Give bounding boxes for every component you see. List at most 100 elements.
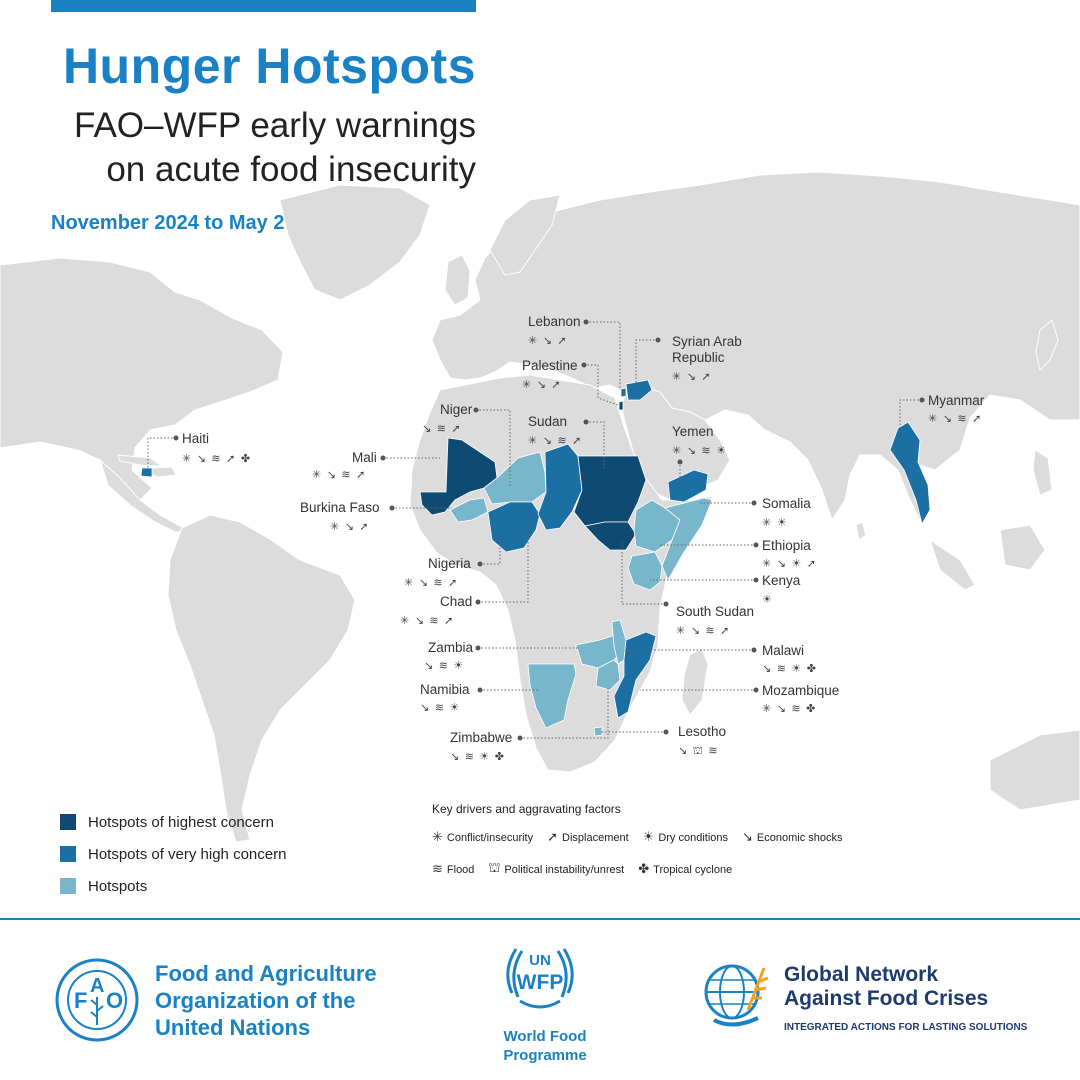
label-mozambique: Mozambique — [762, 683, 839, 698]
drivers-south-sudan: ✳ ↘ ≋ ➚ — [676, 624, 730, 637]
global-network-name: Global Network Against Food Crises — [784, 963, 988, 1011]
wfp-logo: UN WFP — [506, 948, 574, 1009]
wfp-logo-un: UN — [529, 952, 551, 969]
drivers-legend-grid: ✳ Conflict/insecurity ➚ Displacement ☀ Dry … — [432, 830, 892, 878]
country-south-sudan[interactable] — [584, 521, 637, 551]
label-lebanon: Lebanon — [528, 314, 581, 329]
footer-divider — [0, 918, 1080, 920]
fao-name-line-1: Food and Agriculture — [155, 961, 377, 986]
subtitle-line-2: on acute food insecurity — [106, 150, 476, 189]
driver-item-flood: ≋ Flood — [432, 861, 474, 878]
dry-conditions-icon: ☀ — [642, 830, 655, 845]
driver-label-conflict: Conflict/insecurity — [446, 831, 534, 844]
fao-logo-letter-f: F — [74, 988, 87, 1013]
legend-label-very-high: Hotspots of very high concern — [88, 845, 287, 863]
country-labels: Haiti ✳ ↘ ≋ ➚ ✤ Mali ✳ ↘ ≋ ➚ Burkina Fas… — [182, 314, 985, 763]
political-instability-icon: ⛫ — [488, 861, 501, 876]
drivers-legend-title: Key drivers and aggravating factors — [432, 802, 621, 816]
country-palestine[interactable] — [618, 400, 624, 411]
legend-item-very-high: Hotspots of very high concern — [60, 838, 286, 870]
flood-icon: ≋ — [432, 862, 443, 877]
label-south-sudan: South Sudan — [676, 604, 754, 619]
driver-item-cyclone: ✤ Tropical cyclone — [638, 861, 732, 878]
country-zimbabwe[interactable] — [595, 659, 621, 691]
country-somalia[interactable] — [661, 497, 713, 581]
country-lesotho[interactable] — [593, 726, 603, 737]
hotspot-countries — [140, 379, 931, 737]
land-eurasia — [431, 171, 1080, 522]
land-cuba — [117, 454, 164, 467]
wfp-name-line-2: Programme — [503, 1047, 587, 1064]
fao-logo: F A O — [55, 958, 139, 1042]
country-nigeria[interactable] — [487, 501, 541, 553]
wfp-logo-abbr: WFP — [517, 971, 564, 994]
land-australia — [989, 729, 1080, 811]
label-malawi: Malawi — [762, 643, 804, 658]
label-burkina-faso: Burkina Faso — [300, 500, 380, 515]
drivers-legend: Key drivers and aggravating factors ✳ Con… — [432, 802, 892, 878]
severity-legend: Hotspots of highest concern Hotspots of … — [60, 806, 286, 902]
label-namibia: Namibia — [420, 682, 470, 697]
fao-logo-letter-o: O — [106, 988, 123, 1013]
land-sri-lanka — [855, 521, 867, 541]
country-myanmar[interactable] — [889, 421, 931, 526]
legend-swatch-hotspot — [60, 878, 76, 894]
drivers-haiti: ✳ ↘ ≋ ➚ ✤ — [182, 452, 251, 465]
fao-logo-letter-a: A — [90, 975, 104, 997]
drivers-lebanon: ✳ ↘ ➚ — [528, 334, 568, 347]
drivers-malawi: ↘ ≋ ☀ ✤ — [762, 662, 817, 675]
driver-item-conflict: ✳ Conflict/insecurity — [432, 830, 533, 845]
country-lebanon[interactable] — [620, 387, 627, 398]
driver-label-cyclone: Tropical cyclone — [653, 863, 733, 876]
drivers-myanmar: ✳ ↘ ≋ ➚ — [928, 412, 982, 425]
land-borneo — [999, 524, 1046, 571]
label-myanmar: Myanmar — [928, 393, 985, 408]
land-japan — [1035, 319, 1059, 371]
driver-label-economic: Economic shocks — [756, 831, 843, 844]
label-niger: Niger — [440, 402, 473, 417]
driver-label-displacement: Displacement — [562, 831, 629, 844]
legend-label-highest: Hotspots of highest concern — [88, 813, 274, 831]
country-syria[interactable] — [625, 379, 653, 401]
drivers-niger: ↘ ≋ ➚ — [422, 422, 462, 435]
top-accent-bar — [51, 0, 476, 12]
page-subtitle: FAO–WFP early warnings on acute food ins… — [51, 104, 476, 192]
drivers-mali: ✳ ↘ ≋ ➚ — [312, 468, 366, 481]
legend-label-hotspot: Hotspots — [88, 877, 148, 895]
drivers-somalia: ✳ ☀ — [762, 516, 788, 529]
drivers-nigeria: ✳ ↘ ≋ ➚ — [404, 576, 458, 589]
legend-swatch-highest — [60, 814, 76, 830]
land-philippines — [1032, 449, 1053, 496]
driver-label-dry: Dry conditions — [658, 831, 729, 844]
drivers-zimbabwe: ↘ ≋ ☀ ✤ — [450, 750, 505, 763]
land-south-america — [167, 514, 356, 843]
land-scandinavia — [489, 194, 561, 276]
tropical-cyclone-icon: ✤ — [638, 862, 650, 877]
drivers-syria: ✳ ↘ ➚ — [672, 370, 712, 383]
wfp-name: World Food Programme — [490, 1027, 600, 1065]
label-yemen: Yemen — [672, 424, 714, 439]
driver-label-flood: Flood — [446, 863, 475, 876]
country-namibia[interactable] — [527, 663, 577, 729]
label-palestine: Palestine — [522, 358, 578, 373]
legend-item-highest: Hotspots of highest concern — [60, 806, 286, 838]
label-syria-line-2: Republic — [672, 350, 725, 365]
label-zimbabwe: Zimbabwe — [450, 730, 512, 745]
label-syria-line-1: Syrian Arab — [672, 334, 742, 349]
label-lesotho: Lesotho — [678, 724, 726, 739]
legend-item-hotspot: Hotspots — [60, 870, 286, 902]
drivers-lesotho: ↘ ⛫ ≋ — [678, 744, 719, 757]
label-sudan: Sudan — [528, 414, 567, 429]
country-haiti[interactable] — [140, 467, 153, 478]
land-british-isles — [444, 254, 471, 306]
country-chad[interactable] — [537, 443, 583, 531]
drivers-zambia: ↘ ≋ ☀ — [424, 659, 464, 672]
label-mali: Mali — [352, 450, 377, 465]
fao-name: Food and Agriculture Organization of the… — [155, 960, 415, 1041]
drivers-chad: ✳ ↘ ≋ ➚ — [400, 614, 454, 627]
land-hispaniola — [149, 466, 177, 478]
country-yemen[interactable] — [667, 469, 709, 503]
country-mozambique[interactable] — [613, 631, 657, 719]
drivers-burkina-faso: ✳ ↘ ➚ — [330, 520, 370, 533]
label-ethiopia: Ethiopia — [762, 538, 811, 553]
